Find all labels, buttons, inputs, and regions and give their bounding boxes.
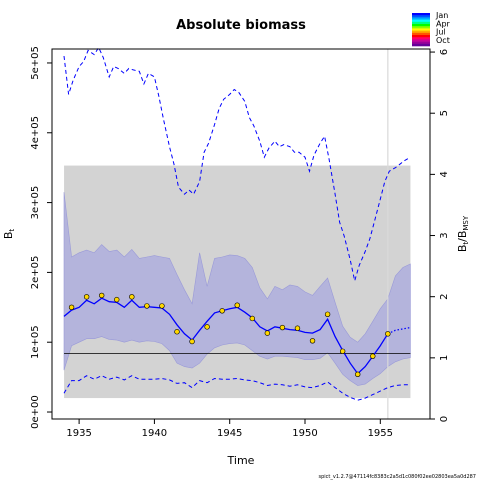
plot-frame — [51, 48, 431, 420]
legend-color-swatch — [412, 28, 430, 31]
legend-color-swatch — [412, 21, 430, 25]
observation-point — [264, 330, 271, 336]
observation-point — [370, 353, 376, 359]
y-axis-label-left-sub: t — [8, 229, 16, 232]
x-tick-label: 1950 — [292, 428, 317, 439]
y-tick-label: 5e+05 — [30, 46, 41, 80]
x-tick-label: 1940 — [142, 428, 167, 439]
legend-label: Apr — [436, 19, 451, 28]
bbmsy-upper-ci-line — [63, 46, 411, 281]
observation-point — [309, 338, 316, 344]
observation-point — [174, 329, 180, 335]
legend-color-swatch — [412, 43, 430, 47]
chart-title: Absolute biomass — [176, 18, 306, 33]
observation-point — [114, 296, 120, 303]
observation-point — [189, 338, 195, 345]
y-right-tick-label: 5 — [439, 110, 450, 116]
observation-point — [144, 303, 150, 309]
biomass-forecast-line — [387, 326, 411, 335]
observation-point — [204, 324, 210, 330]
y-tick-label: 2e+05 — [30, 256, 41, 290]
x-tick-label: 1935 — [66, 428, 91, 439]
legend-label: Oct — [436, 36, 450, 45]
observation-point — [324, 311, 331, 317]
observation-point — [129, 294, 135, 300]
y-right-tick-label: 2 — [439, 293, 450, 299]
observation-point — [98, 292, 105, 299]
observation-point — [234, 302, 240, 308]
biomass-estimate-line — [63, 297, 389, 375]
y-right-tick-label: 6 — [439, 49, 450, 55]
y-tick-label: 1e+05 — [30, 325, 41, 359]
y-axis-label-left: Bt — [2, 229, 16, 240]
legend-color-swatch — [412, 24, 430, 27]
plot-area — [63, 46, 411, 419]
legend-color-swatch — [412, 13, 430, 16]
observation-point — [249, 315, 255, 322]
legend-color-swatch — [412, 30, 430, 34]
observation-point — [355, 371, 361, 378]
y-right-tick-label: 3 — [439, 232, 450, 238]
y-tick-label: 3e+05 — [30, 186, 41, 220]
y-axis-label-right-main: B — [456, 245, 469, 253]
version-footer: spict_v1.2.7@47114fc8383c2a5d1c080f02ee0… — [319, 474, 477, 480]
observation-point — [385, 331, 391, 337]
legend-color-swatch — [412, 15, 430, 18]
legend-label: Jan — [435, 11, 448, 20]
legend-label: Jul — [435, 28, 446, 37]
y-right-tick-label: 1 — [439, 355, 450, 361]
legend-color-swatch — [412, 37, 430, 40]
observation-point — [83, 294, 90, 300]
y-axis-label-left-main: B — [2, 232, 15, 240]
observation-point — [159, 303, 165, 309]
y-axis-label-right-div-sub: MSY — [462, 215, 470, 230]
x-axis-label: Time — [227, 454, 255, 467]
legend-color-swatch — [412, 35, 430, 38]
legend-color-swatch — [412, 26, 430, 29]
y-axis-label-right-sub: t — [462, 242, 470, 245]
legend-color-swatch — [412, 41, 430, 45]
y-right-tick-label: 0 — [439, 416, 450, 422]
observation-point — [294, 325, 301, 331]
y-tick-label: 4e+05 — [30, 116, 41, 150]
legend-color-swatch — [412, 39, 430, 42]
x-tick-label: 1945 — [217, 428, 242, 439]
y-right-tick-label: 4 — [439, 171, 450, 177]
observation-point — [219, 308, 225, 314]
observation-point — [279, 324, 286, 331]
axes: 1935 1940 1945 1950 1955 0e+00 1e+05 2e+05 3e+05… — [30, 46, 450, 439]
observation-point — [68, 304, 75, 311]
x-tick-label: 1955 — [368, 428, 393, 439]
y-axis-label-right: Bt/BMSY — [456, 215, 470, 252]
bbmsy-lower-ci-line — [63, 375, 411, 401]
y-tick-label: 0e+00 — [30, 395, 41, 429]
legend-color-swatch — [412, 17, 430, 20]
observation-point — [339, 348, 346, 354]
biomass-ci-band — [63, 192, 411, 386]
legend-color-swatch — [412, 19, 430, 23]
y-axis-label-right-div: /B — [456, 231, 469, 242]
legend-color-swatch — [412, 32, 430, 36]
